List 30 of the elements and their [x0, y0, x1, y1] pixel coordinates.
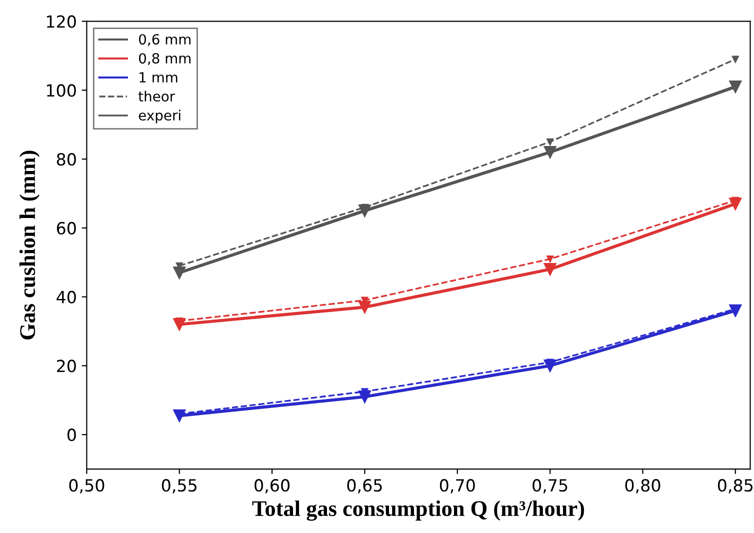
- x-tick-label: 0,75: [532, 479, 568, 494]
- point: [544, 146, 556, 158]
- x-tick-label: 0,65: [347, 479, 382, 494]
- annotation: experi: [138, 110, 180, 124]
- legend-label: 1 mm: [140, 72, 178, 82]
- legend-label: 0,8 mm: [139, 53, 190, 65]
- y-tick-label: 40: [56, 290, 76, 304]
- point: [732, 56, 739, 63]
- legend-label: 0,6 mm: [139, 34, 190, 46]
- x-tick-label: 0,50: [69, 479, 104, 494]
- y-tick-label: 80: [56, 153, 76, 166]
- x-tick-label: 0,60: [254, 479, 290, 494]
- y-tick-label: 20: [57, 360, 76, 372]
- annotation: theor: [138, 90, 176, 102]
- x-tick-label: 0,55: [162, 479, 196, 494]
- y-tick-label: 0: [67, 428, 76, 442]
- y-tick-label: 60: [56, 222, 76, 235]
- point: [729, 80, 742, 94]
- point: [544, 263, 556, 276]
- y-tick-label: 120: [47, 15, 76, 28]
- x-tick-label: 0,80: [625, 479, 660, 494]
- y-tick-label: 100: [47, 84, 76, 97]
- point: [546, 138, 554, 146]
- y-axis-title: Gas cushion h (mm): [19, 150, 40, 340]
- point: [173, 266, 186, 279]
- x-axis-title: Total gas consumption Q (m³/hour): [252, 500, 584, 521]
- x-tick-label: 0,85: [718, 479, 752, 494]
- x-tick-label: 0,70: [440, 479, 475, 494]
- point: [358, 300, 371, 314]
- point: [546, 255, 554, 262]
